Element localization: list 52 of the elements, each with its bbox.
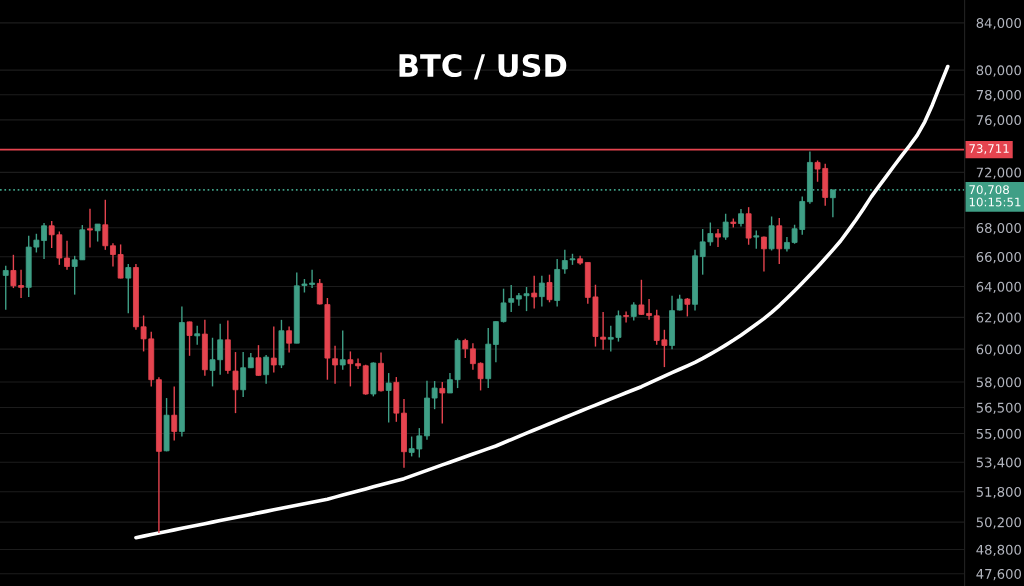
candlestick [630, 301, 637, 322]
y-tick-label: 72,000 [976, 167, 1022, 179]
y-tick-label: 68,000 [976, 222, 1022, 235]
candlestick [715, 228, 721, 248]
candlestick [462, 338, 469, 359]
y-tick-label: 66,000 [976, 251, 1022, 264]
candlestick [2, 265, 9, 311]
candlestick [255, 344, 262, 377]
candlestick [623, 310, 629, 324]
candlestick [102, 199, 109, 251]
y-tick-label: 80,000 [976, 65, 1022, 77]
y-tick-label: 76,000 [976, 115, 1022, 127]
candlestick [753, 229, 760, 250]
candlestick [684, 297, 691, 318]
y-tick-label: 48,800 [976, 544, 1022, 557]
candlestick [776, 217, 783, 265]
candlestick [546, 273, 553, 303]
y-tick-label: 64,000 [976, 281, 1022, 294]
y-tick-label: 62,000 [976, 312, 1022, 324]
candlestick [194, 325, 201, 346]
candlestick [761, 235, 767, 273]
y-tick-label: 51,800 [976, 486, 1022, 499]
candlestick [125, 263, 132, 314]
candlestick [240, 351, 247, 398]
candlestick [439, 381, 446, 425]
candlestick [768, 215, 775, 252]
y-tick-label: 50,200 [976, 517, 1022, 529]
y-tick-label: 55,000 [976, 428, 1022, 441]
ref-line-label: 73,711 [969, 144, 1009, 155]
candlestick [64, 240, 70, 271]
candlestick [87, 208, 93, 249]
candlestick [561, 249, 568, 275]
y-tick-label: 53,400 [976, 457, 1022, 469]
candlestick [270, 325, 277, 374]
candlestick [186, 320, 193, 357]
candlestick [339, 329, 346, 371]
candlestick [263, 354, 270, 385]
text: BTC / USD [399, 53, 567, 80]
y-tick-label: 84,000 [976, 18, 1022, 30]
y-tick-label: 78,000 [976, 89, 1022, 102]
candlestick [385, 372, 392, 424]
y-tick-label: 58,000 [976, 377, 1022, 389]
ref-line-label: 70,708 10:15:51 [969, 185, 1021, 207]
candlestick [286, 325, 293, 354]
candlestick [829, 189, 836, 218]
candlestick [722, 213, 729, 241]
y-tick-label: 56,500 [976, 402, 1022, 414]
candlestick [538, 275, 545, 308]
y-tick-label: 60,000 [976, 344, 1022, 356]
y-tick-label: 47,600 [976, 568, 1022, 581]
candlestick [531, 275, 538, 310]
candlestick [171, 385, 178, 442]
